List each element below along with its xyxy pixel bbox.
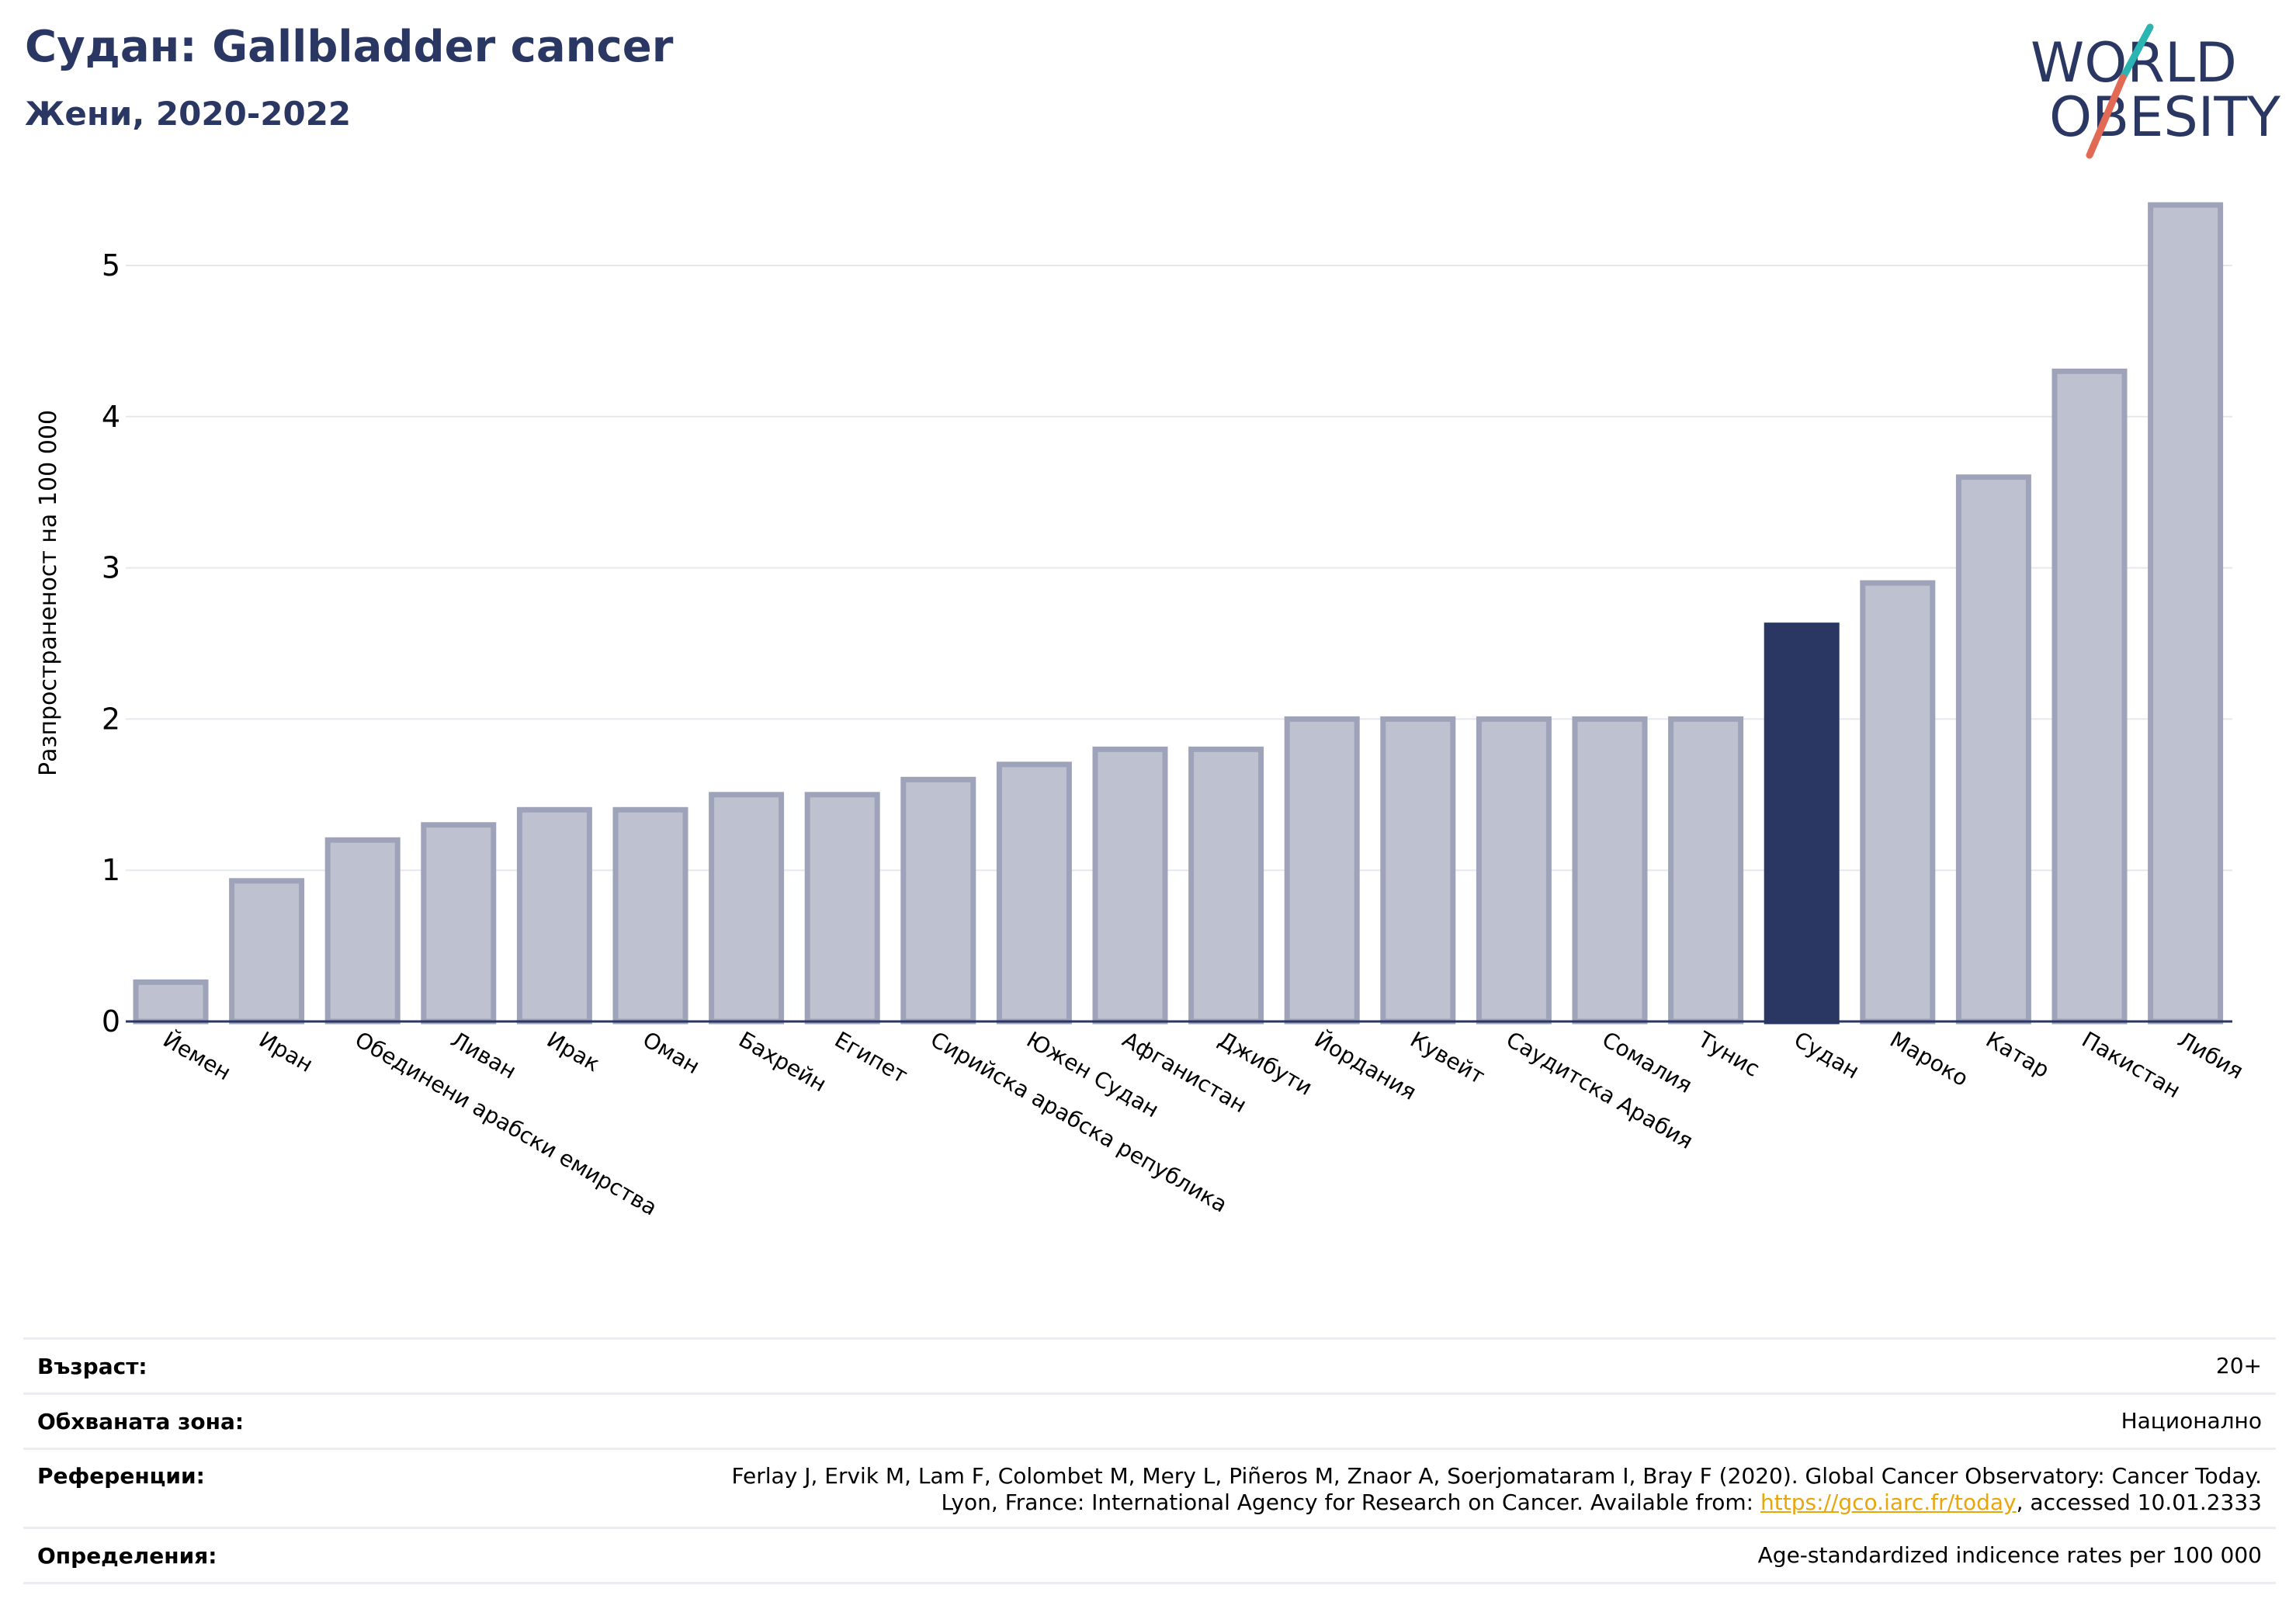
bar: [516, 806, 592, 1025]
world-obesity-logo: WORLD OBESITY: [2031, 23, 2280, 159]
bar: [900, 776, 976, 1025]
x-tick-label: Мароко: [1885, 1026, 1972, 1091]
references-line1: Ferlay J, Ervik M, Lam F, Colombet M, Me…: [731, 1463, 2262, 1489]
bar: [2148, 202, 2224, 1025]
x-tick-label: Оман: [639, 1026, 705, 1079]
bar: [1476, 716, 1552, 1025]
info-row-references: Референции: Ferlay J, Ervik M, Lam F, Co…: [23, 1450, 2276, 1529]
bar: [1572, 716, 1648, 1025]
coverage-label: Обхваната зона:: [37, 1408, 245, 1434]
age-value: 20+: [2215, 1353, 2262, 1379]
bar: [229, 878, 305, 1025]
x-tick-label: Катар: [1982, 1026, 2054, 1083]
bar: [612, 806, 688, 1025]
info-row-age: Възраст: 20+: [23, 1340, 2276, 1395]
references-label: Референции:: [37, 1463, 205, 1489]
x-tick-label: Бахрейн: [734, 1026, 831, 1097]
bar: [1860, 580, 1936, 1025]
bar: [709, 792, 785, 1025]
info-row-coverage: Обхваната зона: Национално: [23, 1395, 2276, 1450]
x-tick-label: Либия: [2173, 1026, 2248, 1084]
bar: [996, 761, 1072, 1025]
bar: [2051, 368, 2128, 1025]
logo-line2: OBESITY: [2049, 85, 2280, 149]
x-tick-label: Йемен: [159, 1026, 236, 1086]
references-line2-suffix: , accessed 10.01.2333: [2016, 1489, 2262, 1515]
x-tick-label: Кувейт: [1406, 1026, 1489, 1089]
references-line2-prefix: Lyon, France: International Agency for R…: [941, 1489, 1760, 1515]
bar: [1668, 716, 1744, 1025]
logo-slash-red: [2086, 74, 2127, 159]
x-tick-label: Ливан: [446, 1026, 520, 1084]
y-tick-label: 1: [102, 853, 120, 887]
definitions-label: Определения:: [37, 1542, 217, 1569]
bar: [1380, 716, 1456, 1025]
bar-highlight: [1764, 622, 1840, 1025]
x-tick-label: Тунис: [1693, 1026, 1764, 1082]
bar: [1092, 746, 1168, 1025]
logo-slash-teal: [2119, 23, 2154, 81]
bar: [1188, 746, 1264, 1025]
info-table: Възраст: 20+ Обхваната зона: Национално …: [23, 1337, 2276, 1584]
y-tick-label: 4: [102, 400, 120, 434]
coverage-value: Национално: [2121, 1408, 2262, 1434]
x-tick-label: Йордания: [1310, 1026, 1421, 1105]
references-value: Ferlay J, Ervik M, Lam F, Colombet M, Me…: [731, 1463, 2262, 1516]
references-line2: Lyon, France: International Agency for R…: [731, 1489, 2262, 1516]
references-link[interactable]: https://gco.iarc.fr/today: [1760, 1489, 2017, 1515]
bar: [804, 792, 880, 1025]
definitions-value: Age-standardized indicence rates per 100…: [1757, 1542, 2262, 1568]
x-tick-labels: Йемен Иран Обединени арабски емирстваЛиван…: [159, 1026, 2248, 1221]
y-tick-label: 3: [102, 551, 120, 585]
x-tick-label: Ирак: [543, 1026, 605, 1077]
y-axis-label: Разпространеност на 100 000: [35, 410, 62, 776]
page-title: Судан: Gallbladder cancer: [25, 22, 674, 72]
page-subtitle: Жени, 2020-2022: [25, 95, 352, 133]
info-row-definitions: Определения: Age-standardized indicence …: [23, 1529, 2276, 1584]
bars: [133, 202, 2224, 1025]
x-tick-label: Египет: [831, 1026, 912, 1088]
y-tick-labels: 0 1 2 3 4 5: [102, 248, 120, 1039]
x-tick-label: Иран: [255, 1026, 317, 1077]
y-tick-label: 0: [102, 1004, 120, 1039]
bar: [133, 979, 209, 1025]
bar: [421, 822, 497, 1025]
bar: [1955, 474, 2031, 1025]
bar: [1284, 716, 1360, 1025]
x-tick-label: Пакистан: [2078, 1026, 2185, 1103]
age-label: Възраст:: [37, 1353, 147, 1379]
y-tick-label: 5: [102, 248, 120, 283]
x-tick-label: Судан: [1790, 1026, 1864, 1084]
y-tick-label: 2: [102, 702, 120, 736]
bar: [324, 837, 401, 1025]
